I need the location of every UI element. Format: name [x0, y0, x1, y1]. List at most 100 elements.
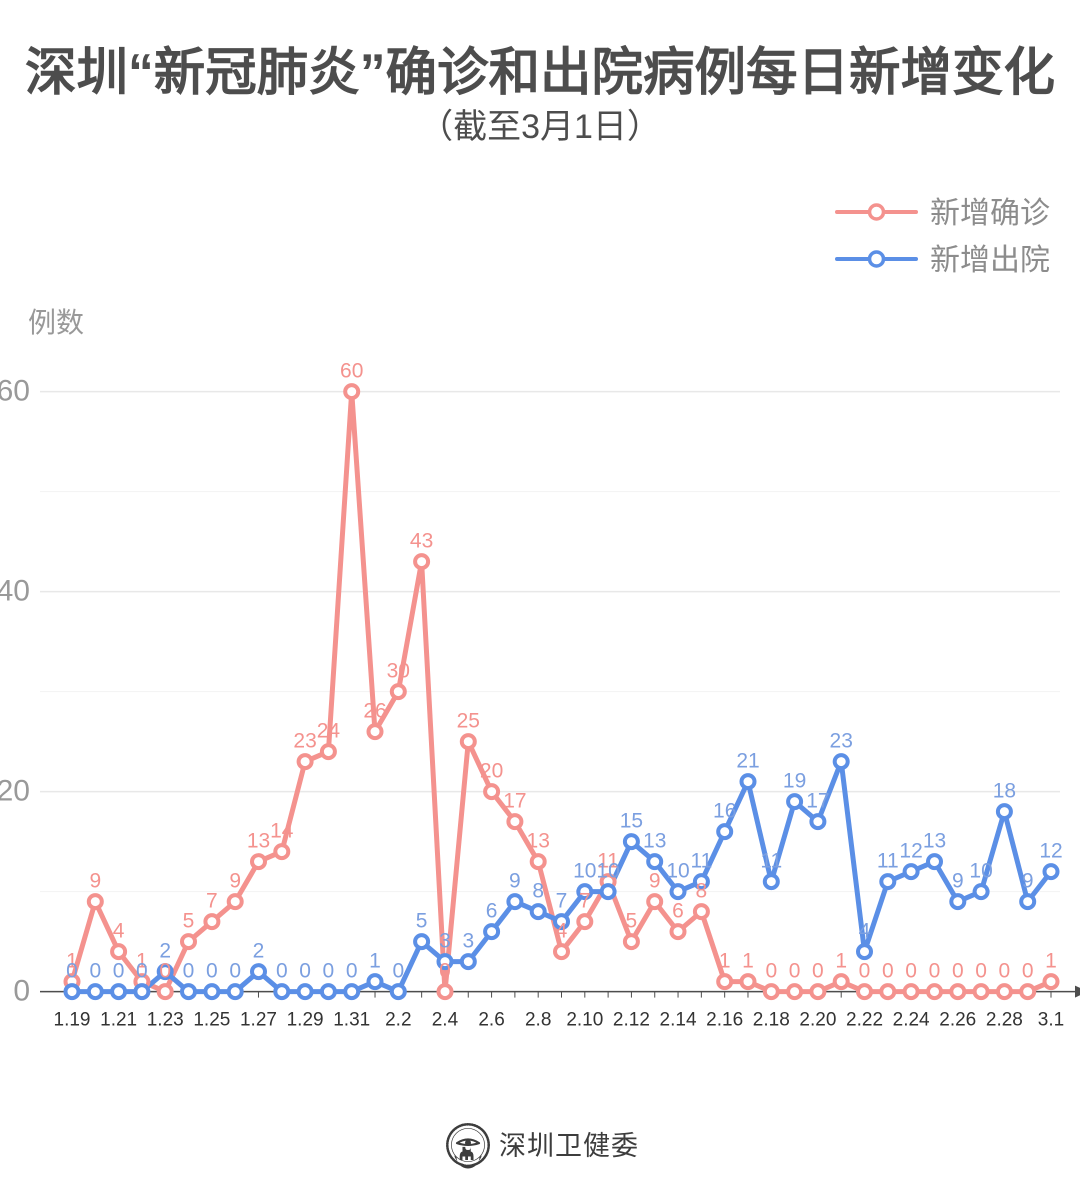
svg-text:5: 5 — [416, 910, 428, 933]
svg-text:2.24: 2.24 — [893, 1010, 930, 1031]
svg-text:1: 1 — [369, 950, 381, 973]
svg-text:23: 23 — [830, 730, 853, 753]
svg-text:60: 60 — [340, 360, 363, 383]
svg-text:5: 5 — [626, 910, 638, 933]
svg-text:13: 13 — [923, 830, 946, 853]
svg-text:5: 5 — [183, 910, 195, 933]
svg-text:13: 13 — [643, 830, 666, 853]
svg-text:0: 0 — [859, 960, 871, 983]
svg-text:0: 0 — [66, 960, 78, 983]
svg-text:4: 4 — [113, 920, 125, 943]
svg-text:0: 0 — [975, 960, 987, 983]
svg-text:2.12: 2.12 — [613, 1010, 650, 1031]
svg-text:1.19: 1.19 — [54, 1010, 91, 1031]
svg-text:2.18: 2.18 — [753, 1010, 790, 1031]
svg-text:1: 1 — [1045, 950, 1057, 973]
svg-text:2.6: 2.6 — [478, 1010, 504, 1031]
svg-text:0: 0 — [905, 960, 917, 983]
svg-text:23: 23 — [293, 730, 316, 753]
svg-text:13: 13 — [247, 830, 270, 853]
svg-text:43: 43 — [410, 530, 433, 553]
svg-text:0: 0 — [346, 960, 358, 983]
svg-text:0: 0 — [206, 960, 218, 983]
svg-text:1.25: 1.25 — [193, 1010, 230, 1031]
svg-text:0: 0 — [183, 960, 195, 983]
svg-text:10: 10 — [596, 860, 619, 883]
svg-text:2.2: 2.2 — [385, 1010, 411, 1031]
svg-text:9: 9 — [509, 870, 521, 893]
svg-text:0: 0 — [952, 960, 964, 983]
svg-text:20: 20 — [0, 775, 30, 808]
svg-text:9: 9 — [952, 870, 964, 893]
svg-text:6: 6 — [672, 900, 684, 923]
svg-text:1: 1 — [742, 950, 754, 973]
svg-text:0: 0 — [299, 960, 311, 983]
svg-text:2: 2 — [253, 940, 265, 963]
svg-text:例数: 例数 — [28, 307, 84, 338]
svg-text:10: 10 — [666, 860, 689, 883]
svg-text:2.4: 2.4 — [432, 1010, 459, 1031]
svg-text:11: 11 — [690, 850, 712, 873]
svg-text:60: 60 — [0, 375, 30, 408]
svg-text:2.16: 2.16 — [706, 1010, 743, 1031]
svg-text:14: 14 — [270, 820, 294, 843]
svg-text:0: 0 — [882, 960, 894, 983]
svg-text:12: 12 — [1039, 840, 1062, 863]
svg-text:7: 7 — [579, 890, 591, 913]
svg-text:11: 11 — [760, 850, 782, 873]
svg-text:3: 3 — [462, 930, 474, 953]
svg-text:10: 10 — [969, 860, 992, 883]
svg-text:1.21: 1.21 — [100, 1010, 137, 1031]
svg-text:13: 13 — [527, 830, 550, 853]
svg-text:（截至3月1日）: （截至3月1日） — [419, 108, 661, 146]
svg-text:0: 0 — [929, 960, 941, 983]
svg-text:2.26: 2.26 — [939, 1010, 976, 1031]
svg-text:0: 0 — [1022, 960, 1034, 983]
svg-text:0: 0 — [136, 960, 148, 983]
svg-text:0: 0 — [113, 960, 125, 983]
svg-text:11: 11 — [877, 850, 899, 873]
svg-text:0: 0 — [159, 960, 171, 983]
svg-text:2.8: 2.8 — [525, 1010, 551, 1031]
svg-text:15: 15 — [620, 810, 643, 833]
svg-text:0: 0 — [13, 975, 30, 1008]
svg-text:12: 12 — [899, 840, 922, 863]
svg-text:2.28: 2.28 — [986, 1010, 1023, 1031]
svg-text:2.20: 2.20 — [799, 1010, 836, 1031]
svg-text:8: 8 — [696, 880, 708, 903]
svg-text:24: 24 — [317, 720, 341, 743]
svg-text:9: 9 — [229, 870, 241, 893]
svg-text:40: 40 — [0, 575, 30, 608]
svg-text:3.1: 3.1 — [1038, 1010, 1064, 1031]
svg-text:9: 9 — [1022, 870, 1034, 893]
svg-text:17: 17 — [806, 790, 829, 813]
svg-text:0: 0 — [392, 960, 404, 983]
svg-text:6: 6 — [486, 900, 498, 923]
svg-text:0: 0 — [323, 960, 335, 983]
svg-text:2.14: 2.14 — [660, 1010, 697, 1031]
svg-text:0: 0 — [812, 960, 824, 983]
svg-text:17: 17 — [503, 790, 526, 813]
svg-text:0: 0 — [789, 960, 801, 983]
svg-text:1.27: 1.27 — [240, 1010, 277, 1031]
svg-text:8: 8 — [532, 880, 544, 903]
svg-text:0: 0 — [276, 960, 288, 983]
svg-text:2.10: 2.10 — [566, 1010, 603, 1031]
svg-text:0: 0 — [89, 960, 101, 983]
svg-text:深圳“新冠肺炎”确诊和出院病例每日新增变化: 深圳“新冠肺炎”确诊和出院病例每日新增变化 — [25, 43, 1055, 101]
svg-text:18: 18 — [993, 780, 1016, 803]
svg-text:4: 4 — [556, 920, 568, 943]
svg-text:9: 9 — [89, 870, 101, 893]
svg-text:深圳卫健委: 深圳卫健委 — [499, 1131, 639, 1161]
svg-text:0: 0 — [229, 960, 241, 983]
svg-text:0: 0 — [439, 960, 451, 983]
svg-text:7: 7 — [206, 890, 218, 913]
svg-text:2.22: 2.22 — [846, 1010, 883, 1031]
svg-text:2: 2 — [159, 940, 171, 963]
svg-text:19: 19 — [783, 770, 806, 793]
svg-text:7: 7 — [556, 890, 568, 913]
svg-text:21: 21 — [736, 750, 759, 773]
svg-text:10: 10 — [573, 860, 596, 883]
svg-text:30: 30 — [387, 660, 410, 683]
svg-text:新增出院: 新增出院 — [930, 244, 1050, 277]
